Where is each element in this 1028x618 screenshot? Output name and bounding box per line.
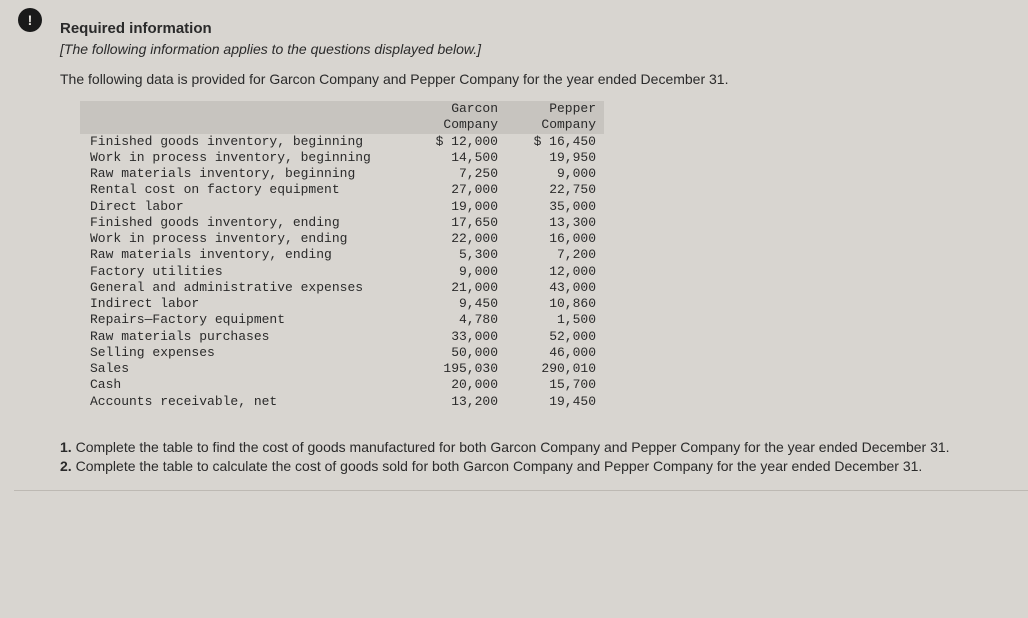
row-garcon-value: 5,300 [408,247,506,263]
intro-text: The following data is provided for Garco… [60,71,1000,87]
row-garcon-value: $ 12,000 [408,134,506,150]
row-garcon-value: 13,200 [408,394,506,410]
q1-text: Complete the table to find the cost of g… [76,439,950,455]
table-row: Finished goods inventory, ending17,65013… [80,215,604,231]
q2-text: Complete the table to calculate the cost… [76,458,923,474]
data-table: Garcon Pepper Company Company Finished g… [80,101,604,410]
row-pepper-value: $ 16,450 [506,134,604,150]
row-label: Direct labor [80,199,408,215]
questions-block: 1. Complete the table to find the cost o… [60,438,1000,476]
row-pepper-value: 15,700 [506,377,604,393]
table-row: Direct labor19,00035,000 [80,199,604,215]
table-row: Selling expenses50,00046,000 [80,345,604,361]
row-garcon-value: 4,780 [408,312,506,328]
row-pepper-value: 10,860 [506,296,604,312]
row-garcon-value: 9,450 [408,296,506,312]
row-pepper-value: 9,000 [506,166,604,182]
row-pepper-value: 43,000 [506,280,604,296]
horizontal-rule [14,490,1028,491]
table-header-row-2: Company Company [80,117,604,133]
row-pepper-value: 35,000 [506,199,604,215]
table-row: Raw materials inventory, ending5,3007,20… [80,247,604,263]
q2-prefix: 2. [60,458,76,474]
section-header: Required information [60,20,1000,37]
row-label: Raw materials inventory, ending [80,247,408,263]
row-garcon-value: 50,000 [408,345,506,361]
table-row: Raw materials purchases33,00052,000 [80,329,604,345]
row-pepper-value: 46,000 [506,345,604,361]
table-col2-header-l1: Pepper [506,101,604,117]
row-label: Rental cost on factory equipment [80,182,408,198]
table-row: Sales195,030290,010 [80,361,604,377]
row-pepper-value: 16,000 [506,231,604,247]
row-label: Raw materials inventory, beginning [80,166,408,182]
row-garcon-value: 17,650 [408,215,506,231]
row-pepper-value: 52,000 [506,329,604,345]
row-garcon-value: 7,250 [408,166,506,182]
row-label: Cash [80,377,408,393]
table-row: Repairs—Factory equipment4,7801,500 [80,312,604,328]
row-label: Work in process inventory, beginning [80,150,408,166]
table-header-blank2 [80,117,408,133]
row-garcon-value: 21,000 [408,280,506,296]
q1-prefix: 1. [60,439,76,455]
intro-italic: [The following information applies to th… [60,41,1000,57]
table-row: Finished goods inventory, beginning$ 12,… [80,134,604,150]
row-pepper-value: 22,750 [506,182,604,198]
row-garcon-value: 22,000 [408,231,506,247]
table-row: Work in process inventory, beginning14,5… [80,150,604,166]
row-pepper-value: 7,200 [506,247,604,263]
table-row: Cash20,00015,700 [80,377,604,393]
row-label: Factory utilities [80,264,408,280]
document-page: ! Required information [The following in… [0,0,1028,486]
row-label: Accounts receivable, net [80,394,408,410]
table-row: Rental cost on factory equipment27,00022… [80,182,604,198]
row-label: Sales [80,361,408,377]
table-row: Factory utilities9,00012,000 [80,264,604,280]
row-garcon-value: 9,000 [408,264,506,280]
table-col1-header-l2: Company [408,117,506,133]
row-pepper-value: 1,500 [506,312,604,328]
row-pepper-value: 19,950 [506,150,604,166]
row-pepper-value: 13,300 [506,215,604,231]
table-col1-header-l1: Garcon [408,101,506,117]
row-label: Indirect labor [80,296,408,312]
row-garcon-value: 19,000 [408,199,506,215]
row-label: Finished goods inventory, beginning [80,134,408,150]
row-garcon-value: 20,000 [408,377,506,393]
info-icon-label: ! [28,12,33,28]
question-1: 1. Complete the table to find the cost o… [60,438,1000,457]
row-pepper-value: 12,000 [506,264,604,280]
row-label: Finished goods inventory, ending [80,215,408,231]
row-label: Repairs—Factory equipment [80,312,408,328]
table-row: Indirect labor9,45010,860 [80,296,604,312]
row-garcon-value: 33,000 [408,329,506,345]
row-garcon-value: 27,000 [408,182,506,198]
question-2: 2. Complete the table to calculate the c… [60,457,1000,476]
info-icon: ! [18,8,42,32]
table-body: Finished goods inventory, beginning$ 12,… [80,134,604,410]
table-header-row-1: Garcon Pepper [80,101,604,117]
row-garcon-value: 195,030 [408,361,506,377]
row-label: Work in process inventory, ending [80,231,408,247]
table-row: General and administrative expenses21,00… [80,280,604,296]
table-col2-header-l2: Company [506,117,604,133]
row-pepper-value: 19,450 [506,394,604,410]
row-pepper-value: 290,010 [506,361,604,377]
table-row: Work in process inventory, ending22,0001… [80,231,604,247]
table-header-blank [80,101,408,117]
row-label: General and administrative expenses [80,280,408,296]
row-label: Selling expenses [80,345,408,361]
table-row: Accounts receivable, net13,20019,450 [80,394,604,410]
table-row: Raw materials inventory, beginning7,2509… [80,166,604,182]
row-garcon-value: 14,500 [408,150,506,166]
row-label: Raw materials purchases [80,329,408,345]
